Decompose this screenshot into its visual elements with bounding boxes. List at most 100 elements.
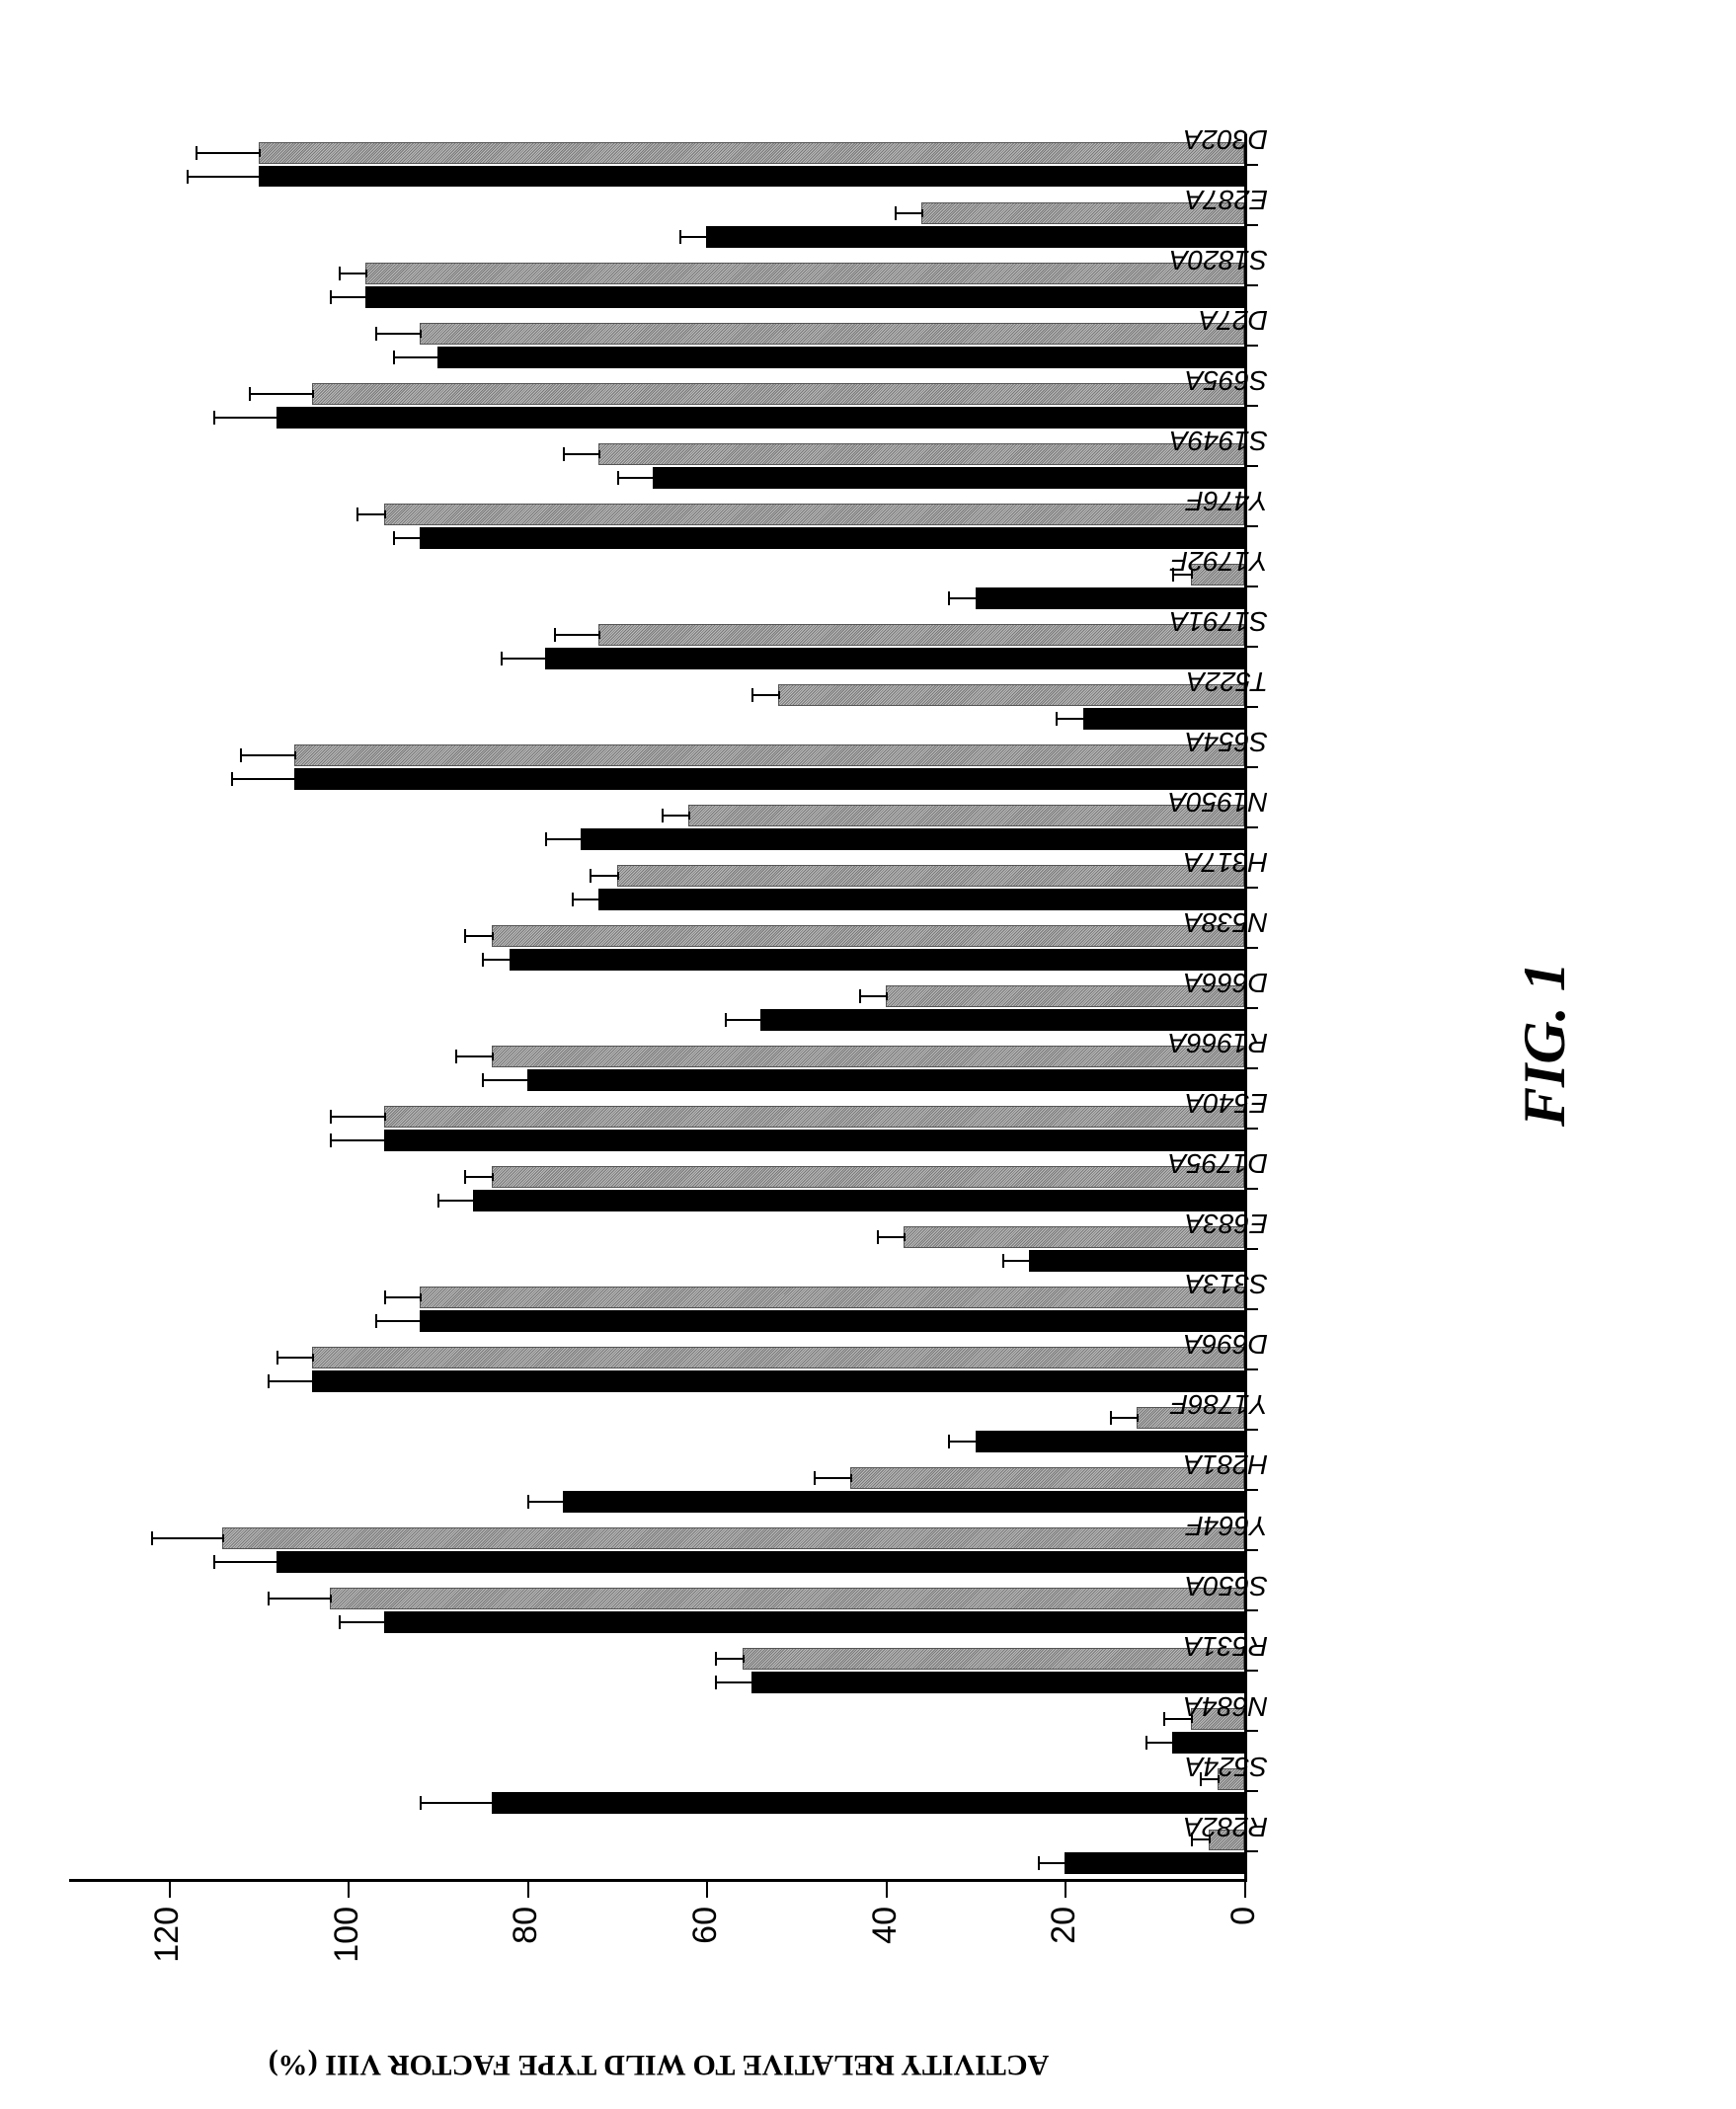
error-bar-tail bbox=[473, 1197, 475, 1205]
category-label: S695A bbox=[1185, 364, 1268, 396]
error-bar-tail bbox=[420, 330, 422, 338]
x-tick bbox=[1244, 525, 1258, 527]
error-bar-cap bbox=[356, 508, 358, 521]
error-bar-cap bbox=[268, 1374, 270, 1388]
category-label: D696A bbox=[1183, 1328, 1268, 1360]
error-bar-cap bbox=[590, 869, 592, 883]
bar-black bbox=[294, 768, 1244, 790]
error-bar-tail bbox=[294, 775, 296, 783]
error-bar-cap bbox=[393, 351, 395, 364]
error-bar bbox=[437, 1200, 473, 1202]
error-bar-cap bbox=[330, 1110, 332, 1124]
error-bar-tail bbox=[510, 956, 512, 964]
error-bar-tail bbox=[384, 1618, 386, 1626]
bar-gray bbox=[384, 1106, 1244, 1128]
error-bar bbox=[948, 1441, 975, 1443]
error-bar-tail bbox=[751, 1679, 753, 1686]
error-bar bbox=[482, 1079, 526, 1081]
error-bar-cap bbox=[814, 1471, 816, 1485]
error-bar-cap bbox=[563, 447, 565, 461]
error-bar-cap bbox=[877, 1230, 879, 1244]
x-tick bbox=[1244, 1007, 1258, 1009]
y-tick-label: 120 bbox=[148, 1907, 187, 1991]
bar-black bbox=[420, 527, 1244, 549]
error-bar-tail bbox=[222, 1534, 224, 1542]
bar-gray bbox=[384, 504, 1244, 525]
error-bar-tail bbox=[598, 631, 600, 639]
error-bar bbox=[375, 333, 420, 335]
error-bar-cap bbox=[1056, 712, 1058, 726]
error-bar-cap bbox=[554, 628, 556, 642]
error-bar-cap bbox=[187, 170, 189, 184]
error-bar-tail bbox=[384, 510, 386, 518]
bar-gray bbox=[492, 1046, 1244, 1067]
bar-black bbox=[437, 347, 1244, 368]
category-label: E683A bbox=[1185, 1208, 1268, 1239]
error-bar-cap bbox=[617, 471, 619, 485]
category-label: D27A bbox=[1199, 304, 1268, 336]
error-bar bbox=[464, 1176, 491, 1178]
error-bar bbox=[895, 212, 921, 214]
error-bar-tail bbox=[976, 1438, 978, 1445]
error-bar-cap bbox=[715, 1652, 717, 1666]
error-bar-tail bbox=[365, 293, 367, 301]
x-tick bbox=[1244, 1188, 1258, 1190]
error-bar bbox=[268, 1598, 331, 1600]
error-bar bbox=[330, 1116, 383, 1118]
error-bar-cap bbox=[339, 1615, 341, 1629]
error-bar-cap bbox=[384, 1290, 386, 1304]
category-label: N1950A bbox=[1168, 786, 1268, 818]
bar-gray bbox=[492, 1166, 1244, 1188]
error-bar-cap bbox=[213, 1555, 215, 1569]
error-bar-tail bbox=[921, 209, 923, 217]
bar-black bbox=[492, 1792, 1244, 1814]
x-tick bbox=[1244, 1790, 1258, 1792]
error-bar-tail bbox=[312, 1354, 314, 1362]
y-tick bbox=[1244, 1882, 1246, 1898]
bar-gray bbox=[312, 1347, 1244, 1368]
category-label: E540A bbox=[1185, 1087, 1268, 1119]
error-bar bbox=[715, 1658, 742, 1660]
error-bar bbox=[276, 1357, 312, 1359]
bar-black bbox=[420, 1310, 1244, 1332]
error-bar-cap bbox=[527, 1495, 529, 1509]
error-bar-cap bbox=[151, 1531, 153, 1545]
error-bar bbox=[151, 1537, 223, 1539]
x-tick bbox=[1244, 706, 1258, 708]
error-bar-cap bbox=[196, 146, 197, 160]
error-bar-cap bbox=[268, 1592, 270, 1605]
bar-black bbox=[384, 1611, 1244, 1633]
error-bar bbox=[356, 513, 383, 515]
bar-black bbox=[751, 1672, 1244, 1693]
bar-gray bbox=[598, 443, 1244, 465]
error-bar bbox=[1038, 1862, 1065, 1864]
y-tick bbox=[169, 1882, 171, 1898]
bar-black bbox=[384, 1130, 1244, 1151]
error-bar-cap bbox=[339, 267, 341, 280]
y-tick bbox=[527, 1882, 529, 1898]
bar-black bbox=[976, 587, 1244, 609]
bar-black bbox=[312, 1370, 1244, 1392]
error-bar bbox=[1110, 1417, 1137, 1419]
error-bar-cap bbox=[420, 1796, 422, 1810]
x-tick bbox=[1244, 947, 1258, 949]
error-bar bbox=[213, 417, 276, 419]
error-bar bbox=[563, 453, 598, 455]
category-label: Y1792F bbox=[1171, 545, 1268, 577]
error-bar-tail bbox=[259, 173, 261, 181]
error-bar-cap bbox=[1110, 1411, 1112, 1425]
error-bar bbox=[1056, 718, 1082, 720]
category-label: H281A bbox=[1183, 1448, 1268, 1480]
bar-gray bbox=[330, 1588, 1244, 1609]
bar-gray bbox=[688, 805, 1244, 826]
bar-black bbox=[259, 166, 1244, 188]
x-tick bbox=[1244, 1368, 1258, 1370]
y-axis-line bbox=[69, 1879, 1244, 1882]
y-tick bbox=[1065, 1882, 1066, 1898]
error-bar-cap bbox=[572, 893, 574, 906]
error-bar-tail bbox=[976, 594, 978, 602]
error-bar bbox=[393, 356, 437, 358]
bar-gray bbox=[420, 323, 1244, 345]
y-tick bbox=[886, 1882, 888, 1898]
error-bar-cap bbox=[482, 1073, 484, 1087]
